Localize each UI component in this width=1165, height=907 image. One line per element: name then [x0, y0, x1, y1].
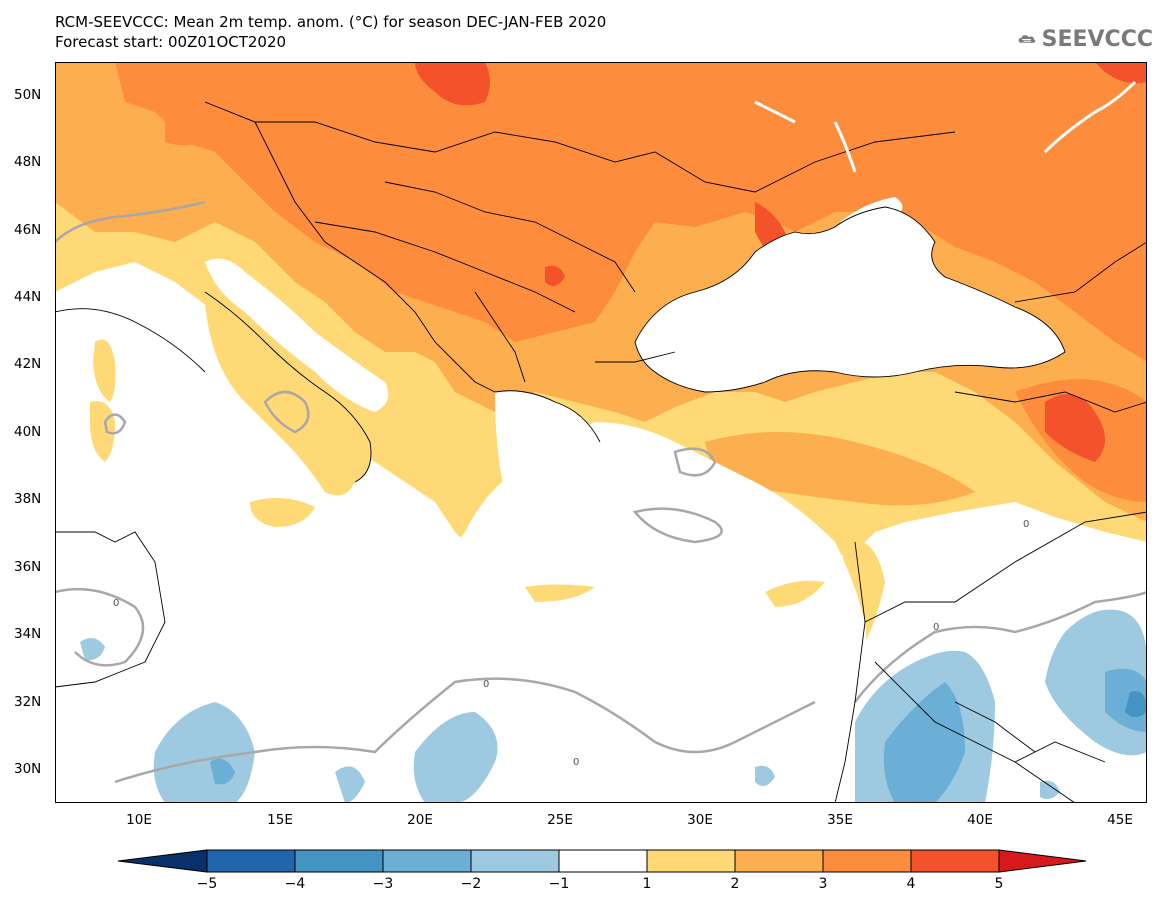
colorbar-tick-label: −4: [284, 876, 306, 892]
lat-label: 44N: [14, 289, 42, 305]
colorbar-bin: [734, 849, 824, 873]
colorbar-tick-label: −5: [196, 876, 218, 892]
colorbar-bin: [382, 849, 472, 873]
seevccc-logo: SEEVCCC: [1018, 22, 1153, 56]
anomaly-band-4-5: [415, 62, 490, 106]
colorbar: [118, 849, 1087, 873]
colorbar-bin: [646, 849, 736, 873]
lon-label: 20E: [407, 812, 433, 828]
colorbar-bin: [910, 849, 1000, 873]
contour-label-0-d: 0: [573, 757, 579, 768]
lat-label: 48N: [14, 154, 42, 170]
mediterranean-sea: [55, 308, 867, 712]
colorbar-bin: [294, 849, 384, 873]
italy-landmass: [205, 292, 371, 496]
lon-label: 30E: [687, 812, 713, 828]
anomaly-map: 0 0 0 0 0: [55, 62, 1147, 803]
lon-label: 35E: [827, 812, 853, 828]
colorbar-bin: [822, 849, 912, 873]
figure-title: RCM-SEEVCCC: Mean 2m temp. anom. (°C) fo…: [55, 13, 607, 31]
lat-label: 40N: [14, 424, 42, 440]
lat-label: 30N: [14, 761, 42, 777]
colorbar-tick-label: −1: [548, 876, 570, 892]
lat-label: 42N: [14, 356, 42, 372]
black-sea: [635, 207, 1065, 392]
colorbar-tick-label: −2: [460, 876, 482, 892]
lon-label: 40E: [967, 812, 993, 828]
lon-label: 10E: [126, 812, 152, 828]
lon-label: 15E: [267, 812, 293, 828]
lat-label: 36N: [14, 559, 42, 575]
colorbar-tick-label: −3: [372, 876, 394, 892]
map-frame: [55, 62, 1147, 803]
colorbar-bin: [206, 849, 296, 873]
contour-label-0-e: 0: [1023, 519, 1029, 530]
colorbar-max-arrow: [998, 849, 1087, 873]
contour-label-0-c: 0: [933, 622, 939, 633]
logo-text: SEEVCCC: [1041, 26, 1153, 52]
colorbar-tick-label: 2: [730, 876, 740, 892]
coastline-outline: [55, 206, 1066, 483]
colorbar-tick-label: 5: [994, 876, 1004, 892]
colorbar-tick-label: 4: [906, 876, 916, 892]
forecast-start-label: Forecast start: 00Z01OCT2020: [55, 33, 287, 51]
contour-label-0-a: 0: [113, 598, 119, 609]
figure-title-block: RCM-SEEVCCC: Mean 2m temp. anom. (°C) fo…: [55, 12, 606, 52]
anomaly-band-3-4: [115, 62, 1147, 362]
contour-label-0-b: 0: [483, 679, 489, 690]
cloud-icon: [1018, 35, 1036, 43]
colorbar-bin: [470, 849, 560, 873]
colorbar-tick-label: 3: [818, 876, 828, 892]
map-canvas: 0 0 0 0 0: [55, 62, 1147, 803]
lon-label: 45E: [1107, 812, 1133, 828]
lon-label: 25E: [547, 812, 573, 828]
lat-label: 38N: [14, 491, 42, 507]
colorbar-bin: [558, 849, 648, 873]
lat-label: 32N: [14, 694, 42, 710]
lat-label: 50N: [14, 87, 42, 103]
lat-label: 34N: [14, 626, 42, 642]
colorbar-min-arrow: [118, 849, 208, 873]
lat-label: 46N: [14, 222, 42, 238]
colorbar-tick-label: 1: [642, 876, 652, 892]
